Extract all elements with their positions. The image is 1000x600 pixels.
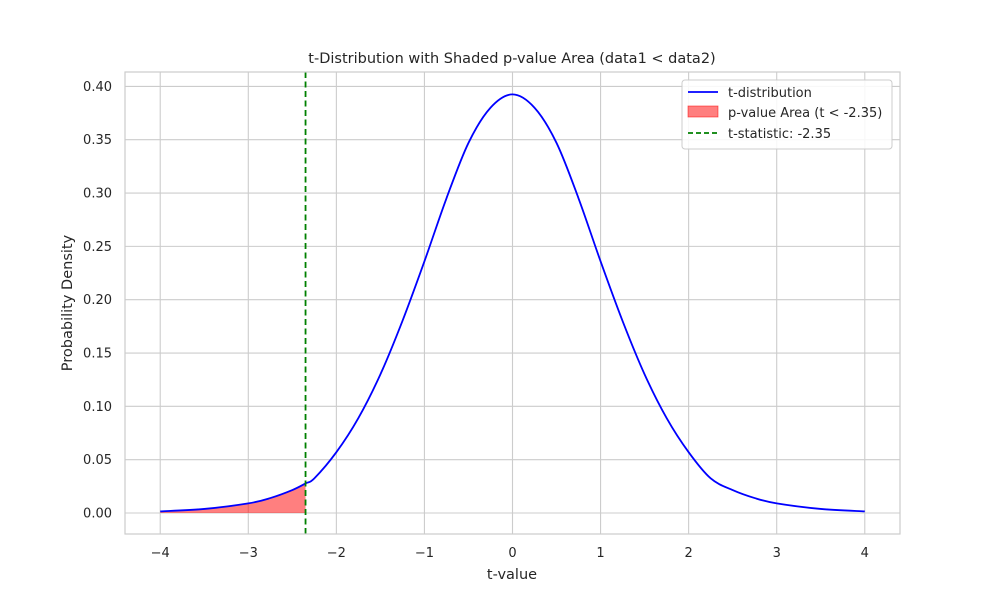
p-value-area-layer <box>160 483 306 513</box>
y-tick-label: 0.20 <box>83 293 112 308</box>
p-value-area <box>160 483 306 513</box>
chart-title: t-Distribution with Shaded p-value Area … <box>308 51 715 67</box>
x-tick-label: 3 <box>773 546 781 561</box>
x-tick-label: 4 <box>861 546 869 561</box>
x-tick-labels: −4 −3 −2 −1 0 1 2 3 4 <box>151 546 869 561</box>
legend-label-t-statistic: t-statistic: -2.35 <box>728 127 831 142</box>
x-tick-label: −3 <box>239 546 258 561</box>
legend-box <box>681 79 893 150</box>
x-tick-label: 0 <box>508 546 516 561</box>
legend-swatch-p-value-area <box>687 105 719 118</box>
legend-label-p-value-area: p-value Area (t < -2.35) <box>728 106 882 121</box>
x-tick-label: 2 <box>684 546 692 561</box>
y-tick-label: 0.10 <box>83 400 112 415</box>
y-tick-label: 0.35 <box>83 133 112 148</box>
y-tick-label: 0.40 <box>83 80 112 95</box>
x-tick-label: −2 <box>327 546 346 561</box>
y-tick-labels: 0.00 0.05 0.10 0.15 0.20 0.25 0.30 0.35 0.40 <box>83 80 112 522</box>
x-axis-label: t-value <box>487 567 537 583</box>
y-tick-label: 0.30 <box>83 187 112 202</box>
x-tick-label: 1 <box>596 546 604 561</box>
y-axis-label: Probability Density <box>60 234 76 371</box>
legend: t-distribution p-value Area (t < -2.35) … <box>681 79 893 150</box>
y-tick-label: 0.15 <box>83 347 112 362</box>
y-tick-label: 0.25 <box>83 240 112 255</box>
y-tick-label: 0.05 <box>83 453 112 468</box>
x-tick-label: −1 <box>415 546 434 561</box>
plot-frame <box>124 71 901 535</box>
legend-label-t-distribution: t-distribution <box>728 86 812 101</box>
y-tick-label: 0.00 <box>83 506 112 521</box>
x-tick-label: −4 <box>151 546 170 561</box>
